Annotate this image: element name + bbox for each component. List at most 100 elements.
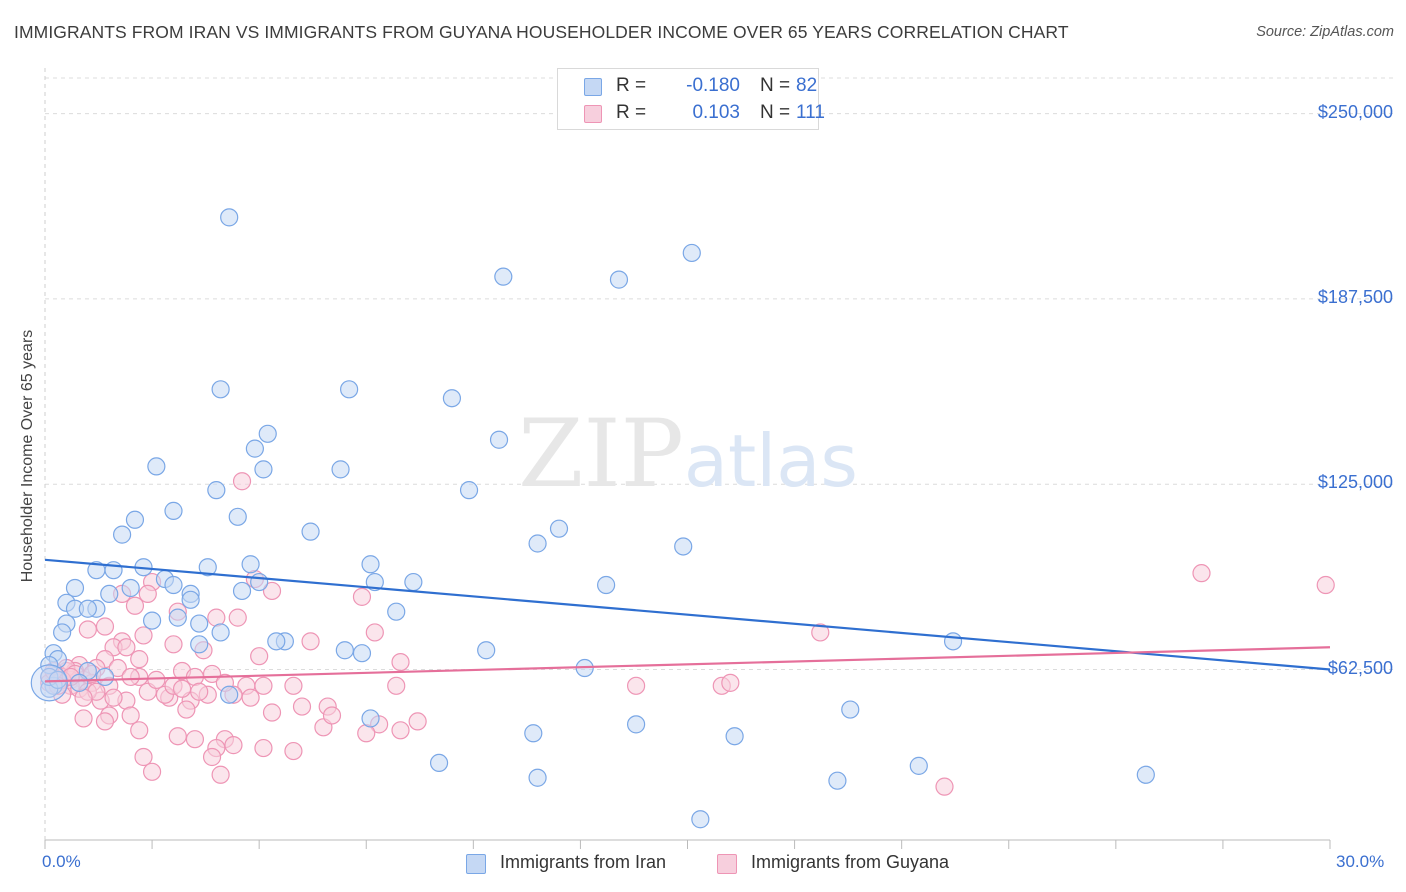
iran-point xyxy=(459,481,479,500)
chart-source: Source: ZipAtlas.com xyxy=(1256,24,1394,40)
iran-trend-line xyxy=(44,558,1331,671)
iran-point xyxy=(168,608,187,627)
iran-point xyxy=(1136,765,1155,784)
iran-point xyxy=(429,753,449,773)
guyana-point xyxy=(1192,564,1211,583)
guyana-trend-line xyxy=(44,646,1331,683)
legend-n-label: N = xyxy=(760,75,791,96)
watermark-atlas: atlas xyxy=(684,419,858,503)
iran-point xyxy=(78,599,97,618)
guyana-point xyxy=(125,596,145,615)
iran-point xyxy=(250,572,269,592)
guyana-point xyxy=(301,632,320,651)
iran-point-cluster xyxy=(30,664,68,702)
iran-point xyxy=(301,522,320,541)
legend-n-label: N = xyxy=(760,102,791,123)
series-legend-swatch-iran xyxy=(466,854,486,874)
iran-point xyxy=(909,756,928,775)
iran-point xyxy=(53,623,72,642)
y-tick-label: $125,000 xyxy=(1317,472,1393,493)
guyana-point xyxy=(138,584,157,604)
legend-swatch-iran xyxy=(584,78,602,96)
guyana-point xyxy=(78,620,97,639)
guyana-point xyxy=(408,712,427,731)
iran-point xyxy=(220,685,239,704)
guyana-point xyxy=(74,709,93,728)
guyana-point xyxy=(211,765,230,784)
guyana-point xyxy=(322,706,342,725)
y-tick-label: $187,500 xyxy=(1317,286,1393,307)
series-legend-swatch-guyana xyxy=(717,854,737,874)
series-legend-label-guyana: Immigrants from Guyana xyxy=(751,852,950,872)
iran-point xyxy=(70,673,89,692)
guyana-point xyxy=(387,676,406,695)
guyana-point xyxy=(284,676,303,695)
iran-point xyxy=(112,525,132,544)
guyana-point xyxy=(108,658,127,678)
legend-n-value-guyana: 111 xyxy=(796,102,825,123)
iran-point xyxy=(190,635,209,654)
guyana-point xyxy=(935,777,954,796)
iran-point xyxy=(626,715,646,734)
iran-point xyxy=(682,243,701,263)
guyana-point xyxy=(241,688,260,707)
iran-point xyxy=(254,460,273,479)
iran-point xyxy=(361,709,380,728)
iran-point xyxy=(528,534,547,553)
guyana-point xyxy=(811,623,830,642)
guyana-point xyxy=(164,635,183,654)
iran-point xyxy=(207,481,226,500)
iran-point xyxy=(95,667,115,687)
iran-point xyxy=(674,537,693,556)
iran-point xyxy=(361,555,380,574)
guyana-point xyxy=(254,676,273,695)
iran-point xyxy=(609,270,629,289)
iran-point xyxy=(549,519,569,538)
guyana-point xyxy=(254,738,273,758)
x-tick-label-max: 30.0% xyxy=(1336,852,1385,871)
guyana-point xyxy=(352,587,372,606)
iran-point xyxy=(494,267,513,286)
iran-point xyxy=(125,510,145,529)
iran-point xyxy=(142,611,162,630)
guyana-point xyxy=(177,700,196,719)
guyana-point xyxy=(202,747,222,767)
iran-point xyxy=(228,507,247,526)
guyana-point xyxy=(224,736,243,755)
iran-point xyxy=(387,602,406,621)
guyana-point xyxy=(95,617,115,636)
iran-point xyxy=(828,771,847,790)
iran-point xyxy=(524,724,543,743)
series-legend-label-iran: Immigrants from Iran xyxy=(500,852,667,872)
watermark: ZIPatlas xyxy=(518,400,858,509)
guyana-point xyxy=(232,472,252,491)
guyana-point xyxy=(250,647,269,666)
iran-point xyxy=(335,641,354,660)
iran-point xyxy=(331,460,350,479)
iran-point xyxy=(725,727,744,746)
x-tick-label-min: 0.0% xyxy=(42,852,81,871)
guyana-point xyxy=(147,670,166,689)
guyana-point xyxy=(292,697,312,716)
legend-r-value-iran: -0.180 xyxy=(686,75,740,96)
iran-point xyxy=(100,584,119,604)
trend-lines xyxy=(44,558,1331,683)
guyana-point xyxy=(626,676,646,695)
iran-point xyxy=(943,632,963,651)
guyana-point xyxy=(130,721,149,740)
guyana-point xyxy=(202,664,222,684)
iran-point xyxy=(258,424,277,443)
iran-point xyxy=(404,572,423,592)
guyana-point xyxy=(121,706,140,725)
correlation-legend: R = -0.180 N = 82 R = 0.103 N = 111 xyxy=(557,68,825,130)
guyana-point xyxy=(130,650,149,669)
iran-point xyxy=(220,208,239,227)
iran-point xyxy=(267,632,286,651)
guyana-point xyxy=(262,703,282,722)
iran-point xyxy=(181,590,200,609)
legend-r-value-guyana: 0.103 xyxy=(692,102,740,123)
y-tick-label: $62,500 xyxy=(1327,657,1393,678)
guyana-point xyxy=(190,682,209,701)
legend-r-label: R = xyxy=(616,102,647,123)
iran-point xyxy=(691,810,710,829)
